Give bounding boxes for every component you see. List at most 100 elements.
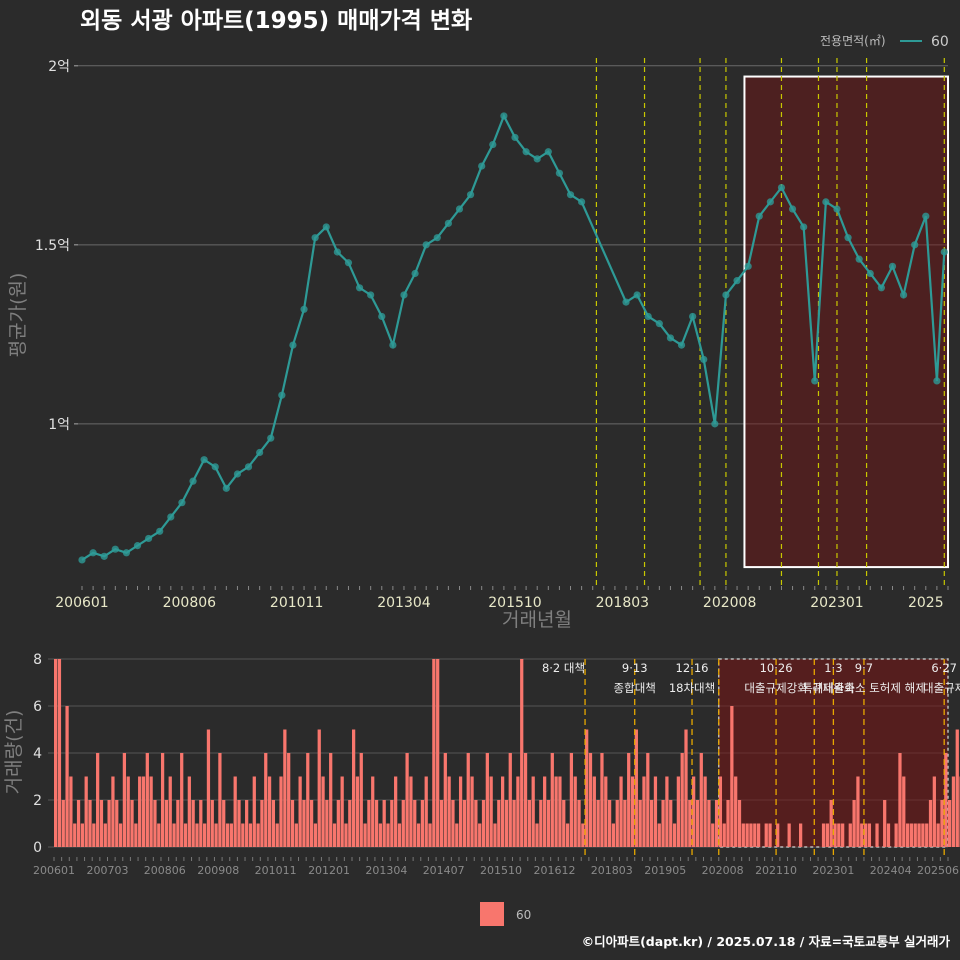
volume-bar	[69, 776, 73, 847]
volume-bar	[883, 800, 887, 847]
volume-bar	[225, 823, 230, 847]
volume-bar	[237, 800, 241, 847]
volume-bar	[210, 800, 214, 847]
volume-bar	[443, 753, 447, 847]
volume-bar	[382, 800, 386, 847]
volume-bar	[611, 823, 616, 847]
volume-bar	[458, 776, 463, 847]
volume-bar	[470, 776, 474, 847]
volume-bar	[73, 823, 77, 847]
volume-bar	[684, 729, 688, 847]
volume-bar	[543, 776, 547, 847]
volume-bar	[756, 823, 761, 847]
volume-bar	[302, 800, 306, 847]
volume-bar	[313, 823, 318, 847]
volume-bar	[581, 823, 585, 847]
bottom-xtick-label: 200806	[144, 864, 186, 877]
series-point	[444, 219, 452, 227]
volume-bar	[309, 800, 314, 847]
series-point	[89, 549, 97, 557]
volume-bar	[283, 729, 287, 847]
volume-bar	[928, 800, 933, 847]
volume-bar	[340, 776, 344, 847]
volume-bar	[650, 800, 654, 847]
volume-bar	[825, 823, 829, 847]
bottom-bars	[54, 659, 960, 847]
volume-bar	[669, 800, 673, 847]
series-point	[844, 234, 852, 242]
volume-bar	[390, 800, 394, 847]
series-point	[877, 284, 885, 292]
volume-bar	[665, 776, 669, 847]
volume-bar	[157, 823, 161, 847]
volume-bar	[298, 776, 302, 847]
series-point	[755, 212, 763, 220]
volume-bar	[153, 800, 157, 847]
series-point	[633, 291, 641, 299]
bottom-xtick-label: 202008	[702, 864, 744, 877]
series-point	[355, 284, 364, 292]
policy-sublabel: 대출규제	[923, 681, 960, 695]
volume-bar	[264, 753, 268, 847]
bottom-xtick-label: 202301	[812, 864, 854, 877]
series-point	[300, 305, 308, 313]
volume-bar	[623, 800, 627, 847]
top-highlight-rect	[743, 75, 950, 569]
series-point	[888, 262, 897, 270]
volume-bar	[474, 800, 478, 847]
volume-bar	[164, 800, 169, 847]
series-point	[933, 377, 941, 385]
series-point	[389, 341, 397, 349]
series-point	[522, 148, 530, 156]
volume-bar	[886, 823, 891, 847]
volume-bar	[115, 800, 119, 847]
volume-bar	[829, 800, 833, 847]
volume-bar	[103, 823, 107, 847]
policy-sublabel: 18차대책	[669, 681, 715, 695]
series-point	[200, 456, 208, 464]
top-x-axis-label: 거래년월	[502, 609, 572, 631]
series-point	[677, 341, 686, 349]
series-point	[322, 223, 330, 231]
bottom-xtick-label: 202506	[917, 864, 959, 877]
volume-bar	[172, 823, 176, 847]
volume-bar	[99, 800, 104, 847]
volume-bar	[615, 800, 619, 847]
series-point	[777, 183, 786, 192]
volume-bar	[111, 776, 115, 847]
volume-bar	[203, 823, 207, 847]
volume-bar	[737, 800, 742, 847]
volume-bar	[607, 800, 612, 847]
series-point	[644, 312, 652, 321]
volume-bar	[84, 776, 88, 847]
volume-bar	[287, 753, 291, 847]
series-point	[178, 499, 186, 507]
volume-bar	[837, 823, 841, 847]
policy-label: 8·2 대책	[542, 661, 585, 675]
top-xtick-label: 201803	[596, 595, 649, 611]
series-line-60	[81, 113, 946, 561]
volume-bar	[141, 776, 146, 847]
policy-label: 9·7	[855, 661, 873, 675]
top-x-ticks: 200601 200806 201011 201304 201510 201803 2020…	[55, 586, 949, 611]
volume-bar	[745, 823, 749, 847]
series-point	[78, 556, 86, 564]
series-point	[489, 140, 497, 149]
bottom-xtick-label: 202404	[870, 864, 912, 877]
volume-bar	[485, 753, 489, 847]
bottom-ytick-label: 2	[33, 793, 42, 809]
volume-bar	[134, 823, 138, 847]
volume-bar	[531, 776, 535, 847]
top-xtick-label: 201510	[488, 595, 541, 611]
volume-bar	[294, 823, 298, 847]
volume-bar	[917, 823, 921, 847]
volume-bar	[130, 800, 134, 847]
volume-bar	[222, 800, 226, 847]
volume-bar	[680, 753, 684, 847]
volume-bar	[936, 823, 940, 847]
volume-bar	[695, 800, 700, 847]
bottom-ytick-label: 0	[33, 840, 42, 856]
volume-bar	[466, 753, 470, 847]
volume-bar	[497, 800, 501, 847]
volume-bar	[841, 823, 845, 847]
